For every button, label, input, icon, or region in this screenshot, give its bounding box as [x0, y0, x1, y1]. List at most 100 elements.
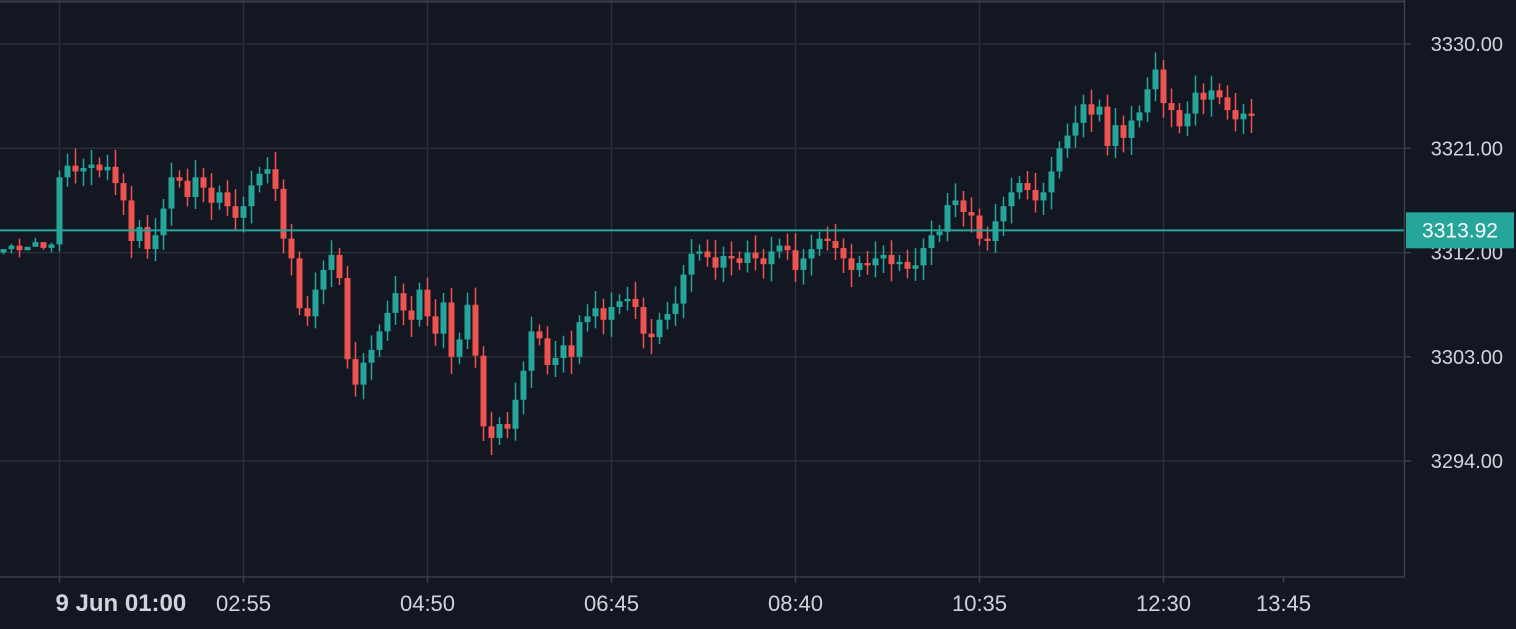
x-tick-label: 02:55: [216, 591, 271, 616]
candle: [1216, 90, 1223, 98]
candle: [704, 251, 711, 258]
candle: [312, 289, 319, 317]
candle: [640, 307, 647, 334]
candle: [1232, 110, 1239, 120]
candle: [976, 215, 983, 239]
last-price-tag: 3313.92: [1406, 212, 1514, 249]
candle: [504, 424, 511, 429]
x-tick-label: 9 Jun 01:00: [56, 590, 187, 617]
candle: [968, 212, 975, 216]
candle: [848, 258, 855, 270]
candle: [1184, 113, 1191, 127]
candle: [984, 238, 991, 241]
candle: [584, 316, 591, 323]
candle: [712, 257, 719, 268]
candle: [840, 247, 847, 259]
candle: [144, 227, 151, 250]
candle: [112, 166, 119, 184]
candle: [400, 293, 407, 311]
candle: [1152, 69, 1159, 90]
candle: [920, 247, 927, 266]
candle: [528, 331, 535, 371]
candle: [344, 278, 351, 360]
candle: [1200, 92, 1207, 100]
candle: [128, 200, 135, 241]
candle: [1136, 112, 1143, 121]
candle: [1168, 103, 1175, 111]
candle: [912, 265, 919, 269]
candle: [856, 263, 863, 270]
candle: [1000, 206, 1007, 222]
candle: [1016, 183, 1023, 193]
candle: [240, 206, 247, 218]
candle: [568, 345, 575, 357]
candle: [216, 192, 223, 203]
candle: [648, 333, 655, 338]
candle: [1224, 97, 1231, 111]
candle: [1176, 110, 1183, 127]
x-tick-label: 13:45: [1256, 591, 1311, 616]
candle: [1240, 113, 1247, 120]
candle: [1056, 148, 1063, 172]
candle: [720, 256, 727, 268]
candle: [104, 166, 111, 171]
x-tick-label: 12:30: [1136, 591, 1191, 616]
candle: [944, 205, 951, 232]
candle: [520, 370, 527, 400]
candle: [232, 206, 239, 218]
candle: [1120, 125, 1127, 138]
candle: [736, 258, 743, 264]
candle: [296, 258, 303, 309]
candle: [1064, 135, 1071, 149]
candle: [808, 249, 815, 259]
candle: [152, 235, 159, 250]
candle: [264, 169, 271, 174]
candle: [896, 261, 903, 265]
candle: [600, 308, 607, 320]
candle: [120, 183, 127, 201]
candle: [832, 240, 839, 248]
candles: [0, 52, 1255, 456]
candle: [744, 252, 751, 264]
candle: [0, 249, 7, 253]
y-tick-label: 3303.00: [1431, 347, 1503, 369]
time-axis[interactable]: 9 Jun 01:00 02:55 04:50 06:45 08:40 10:35 12:3…: [56, 577, 1312, 617]
x-tick-label: 08:40: [768, 591, 823, 616]
candle: [224, 192, 231, 207]
candle: [616, 301, 623, 308]
candle: [440, 302, 447, 334]
candle: [56, 177, 63, 245]
candle: [776, 245, 783, 252]
candle: [664, 313, 671, 320]
candle: [48, 244, 55, 248]
candle: [304, 308, 311, 317]
candle: [24, 246, 31, 251]
candle: [488, 426, 495, 438]
candle: [72, 165, 79, 172]
candle: [1072, 122, 1079, 136]
candle: [752, 252, 759, 259]
candle: [432, 316, 439, 334]
candle: [1088, 104, 1095, 115]
y-tick-label: 3294.00: [1431, 451, 1503, 473]
candle: [1192, 92, 1199, 114]
candle: [824, 238, 831, 241]
candle: [472, 304, 479, 356]
candle: [160, 208, 167, 236]
x-tick-label: 06:45: [584, 591, 639, 616]
candle: [8, 245, 15, 250]
candle: [336, 254, 343, 279]
candle: [696, 251, 703, 254]
candle: [1024, 183, 1031, 191]
candle: [32, 242, 39, 247]
candle: [80, 168, 87, 172]
candle: [1128, 120, 1135, 138]
candle: [888, 254, 895, 265]
candle: [288, 238, 295, 259]
candle: [192, 177, 199, 197]
candle: [800, 258, 807, 270]
candle: [880, 254, 887, 259]
